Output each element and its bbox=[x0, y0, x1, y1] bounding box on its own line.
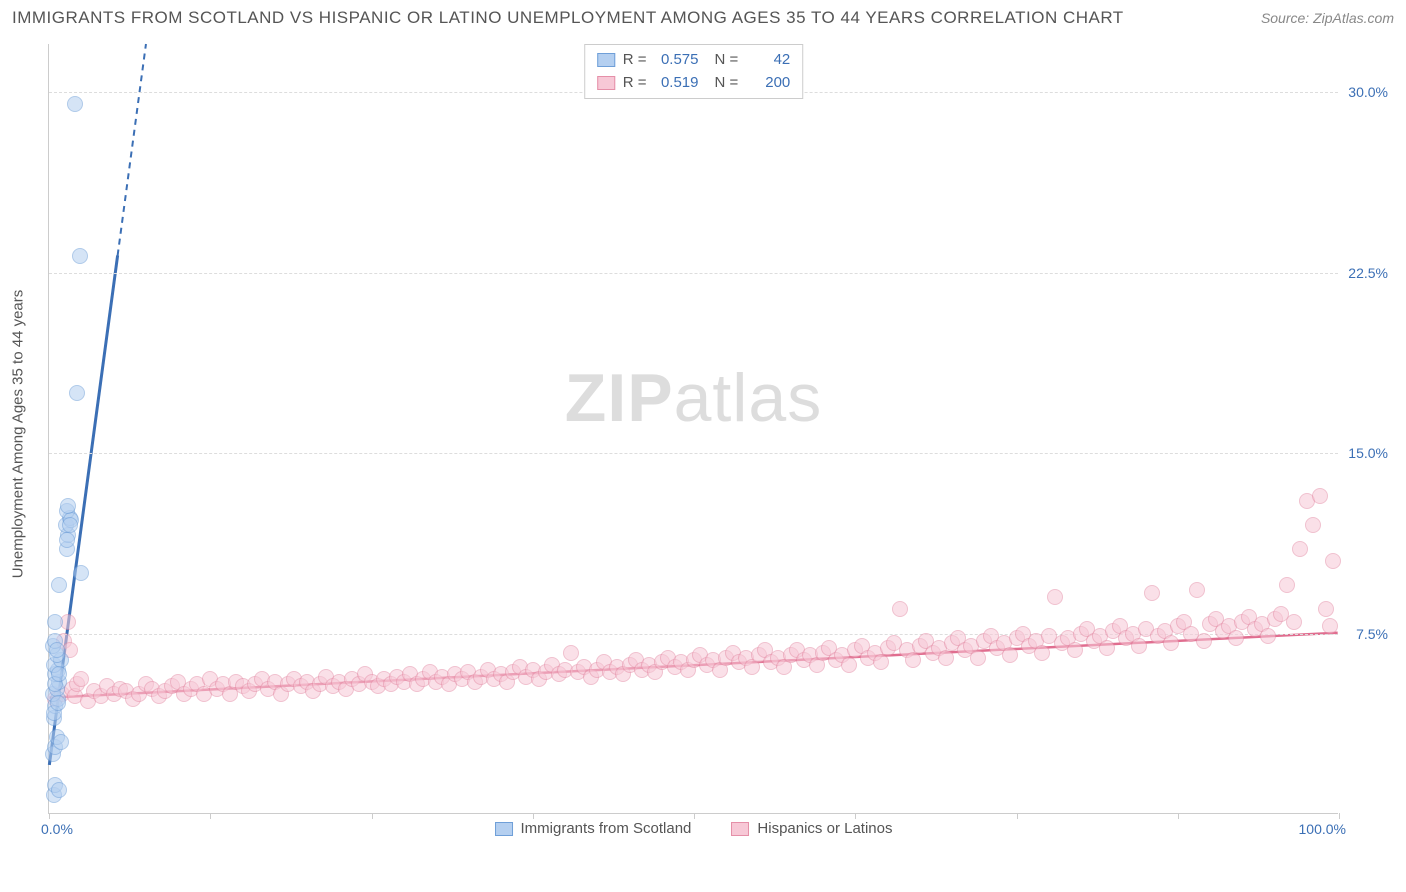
data-point bbox=[60, 498, 76, 514]
watermark-bold: ZIP bbox=[565, 360, 674, 436]
data-point bbox=[62, 517, 78, 533]
data-point bbox=[1279, 577, 1295, 593]
data-point bbox=[51, 666, 67, 682]
gridline bbox=[49, 273, 1338, 274]
y-tick-label: 22.5% bbox=[1340, 265, 1388, 281]
x-axis-label-right: 100.0% bbox=[1299, 821, 1346, 837]
data-point bbox=[892, 601, 908, 617]
chart-area: Unemployment Among Ages 35 to 44 years Z… bbox=[48, 44, 1388, 824]
data-point bbox=[1196, 633, 1212, 649]
plot-region: ZIPatlas R =0.575N =42R =0.519N =200 0.0… bbox=[48, 44, 1338, 814]
n-label: N = bbox=[715, 49, 739, 72]
x-tick bbox=[210, 813, 211, 819]
data-point bbox=[1228, 630, 1244, 646]
data-point bbox=[1163, 635, 1179, 651]
legend-item: Immigrants from Scotland bbox=[495, 820, 692, 837]
data-point bbox=[1002, 647, 1018, 663]
x-axis-label-left: 0.0% bbox=[41, 821, 73, 837]
data-point bbox=[1144, 585, 1160, 601]
chart-title: IMMIGRANTS FROM SCOTLAND VS HISPANIC OR … bbox=[12, 8, 1124, 28]
data-point bbox=[1067, 642, 1083, 658]
r-value: 0.575 bbox=[655, 49, 699, 72]
data-point bbox=[905, 652, 921, 668]
legend-swatch bbox=[495, 822, 513, 836]
data-point bbox=[49, 642, 65, 658]
watermark-rest: atlas bbox=[674, 360, 823, 436]
r-label: R = bbox=[623, 72, 647, 95]
data-point bbox=[873, 654, 889, 670]
data-point bbox=[1292, 541, 1308, 557]
data-point bbox=[1312, 488, 1328, 504]
data-point bbox=[73, 671, 89, 687]
data-point bbox=[53, 734, 69, 750]
data-point bbox=[50, 695, 66, 711]
legend-stat-row: R = 0.575 N = 42 bbox=[597, 49, 791, 72]
x-tick bbox=[533, 813, 534, 819]
data-point bbox=[67, 96, 83, 112]
r-value: 0.519 bbox=[655, 72, 699, 95]
y-axis-label: Unemployment Among Ages 35 to 44 years bbox=[10, 290, 27, 579]
data-point bbox=[69, 385, 85, 401]
n-value: 200 bbox=[746, 72, 790, 95]
legend-bottom: Immigrants from Scotland Hispanics or Lat… bbox=[495, 820, 893, 837]
data-point bbox=[1325, 553, 1341, 569]
legend-swatch bbox=[597, 53, 615, 67]
x-tick bbox=[1178, 813, 1179, 819]
watermark: ZIPatlas bbox=[565, 359, 822, 437]
n-label: N = bbox=[715, 72, 739, 95]
trend-lines-svg bbox=[49, 44, 1338, 813]
x-tick bbox=[1339, 813, 1340, 819]
source-attribution: Source: ZipAtlas.com bbox=[1261, 10, 1394, 26]
legend-swatch bbox=[731, 822, 749, 836]
data-point bbox=[1322, 618, 1338, 634]
data-point bbox=[1131, 638, 1147, 654]
data-point bbox=[1034, 645, 1050, 661]
y-tick-label: 15.0% bbox=[1340, 445, 1388, 461]
data-point bbox=[1318, 601, 1334, 617]
data-point bbox=[1047, 589, 1063, 605]
legend-stat-row: R = 0.519 N = 200 bbox=[597, 72, 791, 95]
legend-stats-box: R = 0.575 N = 42 R = 0.519 N = 200 bbox=[584, 44, 804, 99]
x-tick bbox=[372, 813, 373, 819]
data-point bbox=[938, 650, 954, 666]
x-tick bbox=[694, 813, 695, 819]
y-tick-label: 30.0% bbox=[1340, 84, 1388, 100]
legend-label: Hispanics or Latinos bbox=[757, 820, 892, 837]
legend-swatch bbox=[597, 76, 615, 90]
y-tick-label: 7.5% bbox=[1340, 626, 1388, 642]
data-point bbox=[970, 650, 986, 666]
legend-item: Hispanics or Latinos bbox=[731, 820, 892, 837]
data-point bbox=[841, 657, 857, 673]
x-tick bbox=[855, 813, 856, 819]
data-point bbox=[59, 532, 75, 548]
x-tick bbox=[49, 813, 50, 819]
data-point bbox=[1286, 614, 1302, 630]
data-point bbox=[563, 645, 579, 661]
data-point bbox=[1189, 582, 1205, 598]
x-tick bbox=[1017, 813, 1018, 819]
data-point bbox=[73, 565, 89, 581]
data-point bbox=[51, 782, 67, 798]
title-bar: IMMIGRANTS FROM SCOTLAND VS HISPANIC OR … bbox=[12, 8, 1394, 28]
legend-label: Immigrants from Scotland bbox=[521, 820, 692, 837]
n-value: 42 bbox=[746, 49, 790, 72]
data-point bbox=[72, 248, 88, 264]
data-point bbox=[1305, 517, 1321, 533]
gridline bbox=[49, 453, 1338, 454]
data-point bbox=[1099, 640, 1115, 656]
data-point bbox=[1260, 628, 1276, 644]
data-point bbox=[51, 577, 67, 593]
data-point bbox=[47, 614, 63, 630]
r-label: R = bbox=[623, 49, 647, 72]
